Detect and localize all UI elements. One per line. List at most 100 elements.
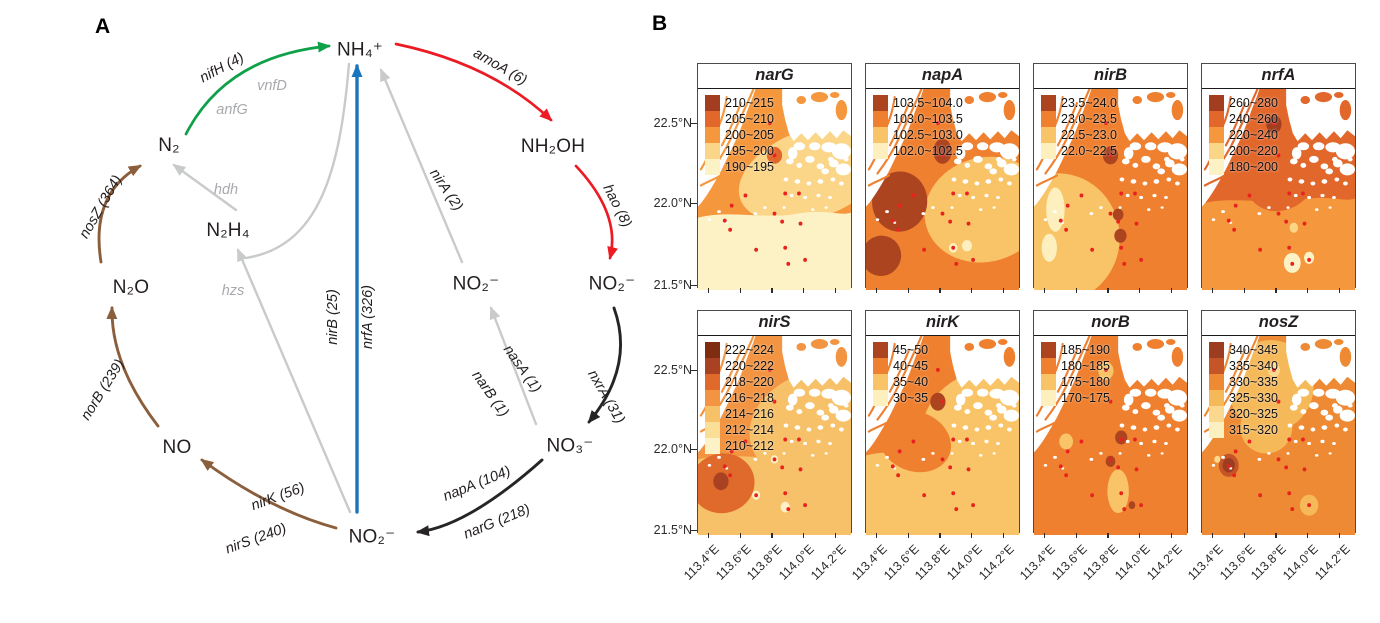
- island: [1089, 457, 1094, 461]
- island: [1164, 403, 1170, 409]
- station-dot: [722, 218, 727, 223]
- legend-range-label: 185~190: [1061, 343, 1111, 357]
- legend-range-label: 214~216: [725, 407, 775, 421]
- station-dot: [798, 221, 803, 226]
- legend-row: 170~175: [1041, 390, 1110, 406]
- island: [1332, 441, 1336, 445]
- island: [830, 177, 836, 182]
- legend-swatch: [705, 159, 720, 175]
- land-blob: [1123, 393, 1134, 406]
- bay: [964, 342, 975, 351]
- land-blob: [1291, 147, 1302, 160]
- island: [1166, 177, 1172, 182]
- island: [1315, 454, 1319, 457]
- island: [753, 212, 758, 216]
- island: [789, 193, 794, 198]
- island: [1005, 165, 1012, 171]
- x-axis-tick: [1043, 288, 1046, 293]
- legend-swatch: [705, 127, 720, 143]
- station-dot: [1108, 211, 1113, 216]
- island: [950, 206, 954, 209]
- bay: [1300, 342, 1311, 351]
- legend-row: 103.5~104.0: [873, 95, 963, 111]
- legend-range-label: 212~214: [725, 423, 775, 437]
- species-nh4: NH₄⁺: [336, 39, 384, 61]
- bay: [810, 92, 829, 103]
- island: [1300, 162, 1307, 168]
- bay: [1171, 100, 1184, 121]
- legend-swatch: [705, 374, 720, 390]
- island: [837, 412, 844, 418]
- species-no: NO: [162, 437, 192, 458]
- station-dot: [1108, 399, 1113, 404]
- island: [843, 403, 849, 408]
- island: [996, 196, 1000, 200]
- legend-range-label: 240~260: [1229, 112, 1279, 126]
- island: [1175, 181, 1180, 186]
- legend-swatch: [1041, 342, 1056, 358]
- legend-row: 102.5~103.0: [873, 127, 963, 143]
- land-blob: [989, 388, 1005, 399]
- land-blob: [989, 142, 1005, 153]
- legend-row: 22.5~23.0: [1041, 127, 1117, 143]
- legend-range-label: 210~215: [725, 96, 775, 110]
- station-dot: [728, 227, 733, 232]
- island: [885, 455, 889, 459]
- island: [1152, 439, 1157, 444]
- island: [1173, 412, 1180, 418]
- island: [998, 423, 1004, 428]
- bay: [1333, 92, 1344, 99]
- station-dot: [1233, 449, 1238, 454]
- y-axis-label: 21.5°N: [653, 523, 692, 537]
- x-axis-tick: [1211, 533, 1214, 538]
- island: [921, 457, 926, 461]
- x-axis-tick: [1002, 288, 1005, 293]
- land-blob: [787, 147, 798, 160]
- legend-range-label: 35~40: [893, 375, 929, 389]
- island: [1307, 195, 1312, 200]
- station-dot: [896, 473, 901, 478]
- island: [1175, 427, 1180, 432]
- island: [1005, 412, 1012, 418]
- station-dot: [1108, 153, 1113, 158]
- bay: [1165, 92, 1176, 99]
- island: [785, 158, 794, 165]
- station-dot: [1247, 193, 1252, 198]
- species-no2_center: NO₂⁻: [452, 273, 500, 295]
- legend-range-label: 220~222: [725, 359, 775, 373]
- legend-range-label: 218~220: [725, 375, 775, 389]
- x-axis-tick: [939, 288, 941, 293]
- x-axis-tick: [1275, 533, 1277, 538]
- legend-row: 210~212: [705, 438, 774, 454]
- island: [1119, 177, 1125, 182]
- land-blob: [1157, 142, 1173, 153]
- contour-zone: [1105, 455, 1116, 467]
- island: [783, 423, 789, 428]
- arrow-nh4-anammox-curve: [244, 62, 351, 260]
- island: [1166, 423, 1172, 428]
- station-dot: [911, 439, 916, 444]
- island: [1089, 212, 1094, 216]
- x-axis-tick: [834, 288, 837, 293]
- station-dot: [890, 464, 895, 469]
- island: [816, 409, 825, 416]
- station-dot: [780, 465, 785, 470]
- legend-row: 205~210: [705, 111, 774, 127]
- island: [1293, 439, 1298, 444]
- station-dot: [1287, 437, 1292, 442]
- map-legend-narG: 210~215 205~210 200~205 195~200 190~195: [705, 95, 774, 175]
- station-dot: [954, 507, 959, 512]
- island: [1160, 452, 1164, 455]
- legend-swatch: [873, 95, 888, 111]
- station-dot: [1271, 367, 1276, 372]
- arrow-n2o-to-n2-nosZ: [97, 164, 142, 264]
- station-dot: [780, 219, 785, 224]
- station-dot: [1276, 399, 1281, 404]
- x-axis-tick: [1243, 533, 1245, 538]
- contour-zone: [1289, 222, 1299, 233]
- x-axis-tick: [1170, 533, 1173, 538]
- station-dot: [1139, 503, 1144, 508]
- legend-row: 220~240: [1209, 127, 1278, 143]
- station-dot: [1247, 439, 1252, 444]
- island: [1343, 427, 1348, 432]
